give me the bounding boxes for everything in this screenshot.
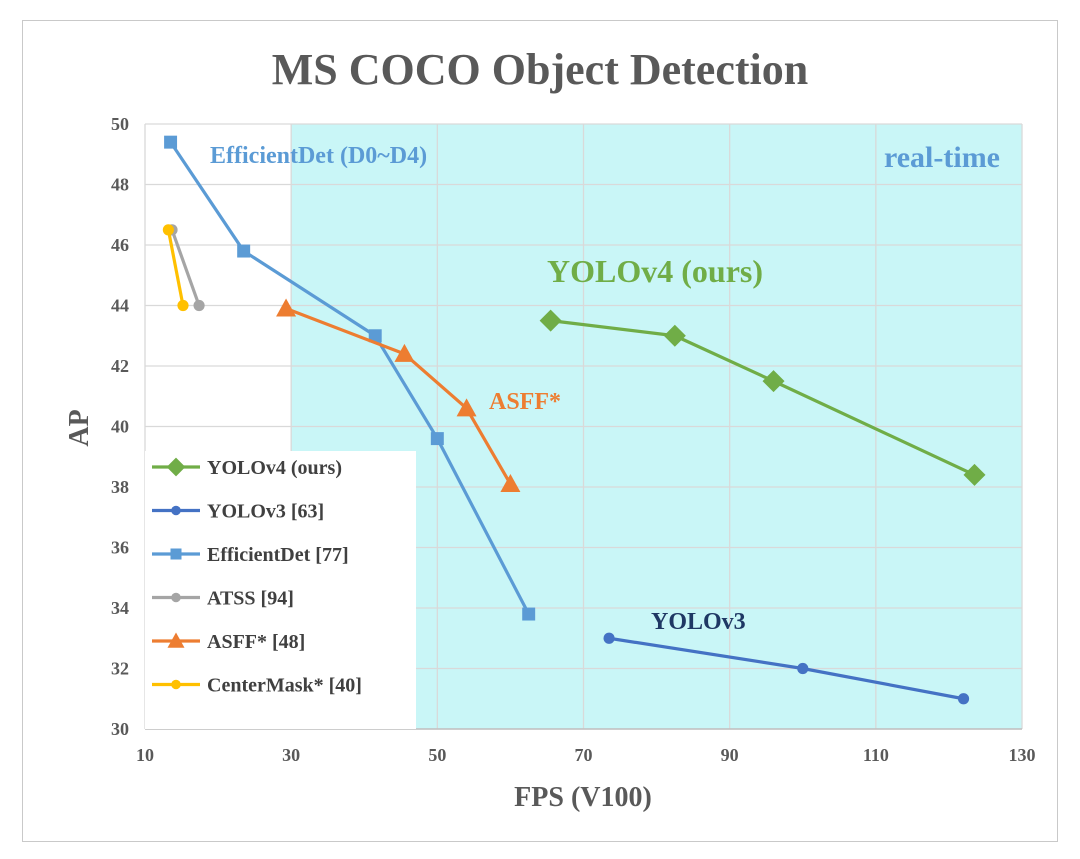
- y-tick-label: 30: [111, 719, 129, 739]
- data-point: [957, 693, 970, 705]
- legend-item-centermask-40: CenterMask* [40]: [152, 675, 362, 697]
- legend-label: YOLOv4 (ours): [207, 457, 342, 479]
- series-line: [550, 319, 976, 477]
- annotation-yolov3: YOLOv3: [651, 609, 746, 635]
- series-yolov4-ours: [539, 309, 986, 486]
- chart-title: MS COCO Object Detection: [272, 45, 808, 94]
- y-tick-label: 38: [111, 477, 129, 497]
- legend-label: EfficientDet [77]: [207, 544, 349, 566]
- series-efficientdet-77: [164, 135, 536, 621]
- y-tick-label: 40: [111, 417, 129, 437]
- legend-marker: [166, 457, 186, 477]
- series-line: [170, 229, 201, 307]
- legend-item-atss-94: ATSS [94]: [152, 588, 294, 610]
- series-asff-48: [276, 298, 521, 492]
- y-tick-label: 48: [111, 175, 129, 195]
- annotation-real-time: real-time: [884, 141, 1000, 174]
- annotation-yolov4-ours: YOLOv4 (ours): [547, 253, 763, 289]
- data-point: [663, 324, 686, 347]
- data-point: [797, 662, 809, 675]
- x-tick-label: 130: [1009, 745, 1036, 765]
- x-axis-title: FPS (V100): [514, 782, 652, 813]
- series-line: [166, 229, 185, 306]
- data-point: [522, 607, 536, 621]
- legend-item-yolov3-63: YOLOv3 [63]: [152, 501, 324, 523]
- data-point: [162, 224, 174, 236]
- legend-marker: [171, 505, 181, 516]
- legend-marker: [170, 548, 182, 560]
- y-tick-label: 50: [111, 114, 129, 134]
- legend-label: CenterMask* [40]: [207, 675, 362, 697]
- legend-marker: [167, 632, 185, 648]
- data-point: [762, 370, 785, 393]
- data-point: [368, 329, 382, 343]
- data-point: [430, 432, 444, 446]
- y-tick-label: 46: [111, 235, 129, 255]
- y-tick-label: 44: [111, 296, 129, 316]
- x-tick-label: 50: [428, 745, 446, 765]
- data-point: [276, 298, 297, 317]
- data-point: [237, 244, 251, 258]
- series-line: [285, 307, 512, 485]
- legend-item-asff-48: ASFF* [48]: [152, 631, 305, 653]
- legend-background: [145, 451, 416, 729]
- data-point: [539, 309, 562, 332]
- y-tick-label: 34: [111, 598, 129, 618]
- legend-label: ATSS [94]: [207, 588, 294, 610]
- data-point: [603, 632, 615, 644]
- legend-label: YOLOv3 [63]: [207, 501, 324, 523]
- x-tick-label: 30: [282, 745, 300, 765]
- legend-label: ASFF* [48]: [207, 631, 305, 653]
- legend-item-yolov4-ours: YOLOv4 (ours): [152, 457, 342, 479]
- x-tick-label: 10: [136, 745, 154, 765]
- y-tick-label: 42: [111, 356, 129, 376]
- data-point: [164, 135, 178, 149]
- y-axis-title: AP: [64, 409, 95, 446]
- data-point: [394, 343, 415, 362]
- annotation-asff: ASFF*: [489, 389, 561, 415]
- series-centermask-40: [162, 224, 189, 312]
- data-point: [456, 398, 477, 417]
- x-tick-label: 70: [575, 745, 593, 765]
- legend-item-efficientdet-77: EfficientDet [77]: [152, 544, 349, 566]
- annotation-efficientdet-d0-d4: EfficientDet (D0~D4): [210, 143, 427, 169]
- data-point: [963, 463, 986, 486]
- data-point: [177, 299, 189, 312]
- y-tick-label: 32: [111, 659, 129, 679]
- series-yolov3-63: [603, 632, 970, 705]
- plot-area: 30 32 34 36 38 40 42 44 46 48 50 10 30 50 70 90 110 130 YO…: [111, 114, 1036, 765]
- y-tick-label: 36: [111, 538, 129, 558]
- legend-marker: [171, 679, 181, 690]
- series-atss-94: [166, 224, 205, 312]
- data-point: [500, 473, 521, 492]
- data-point: [193, 299, 205, 312]
- x-tick-label: 110: [863, 745, 889, 765]
- legend-marker: [171, 592, 181, 603]
- x-tick-label: 90: [721, 745, 739, 765]
